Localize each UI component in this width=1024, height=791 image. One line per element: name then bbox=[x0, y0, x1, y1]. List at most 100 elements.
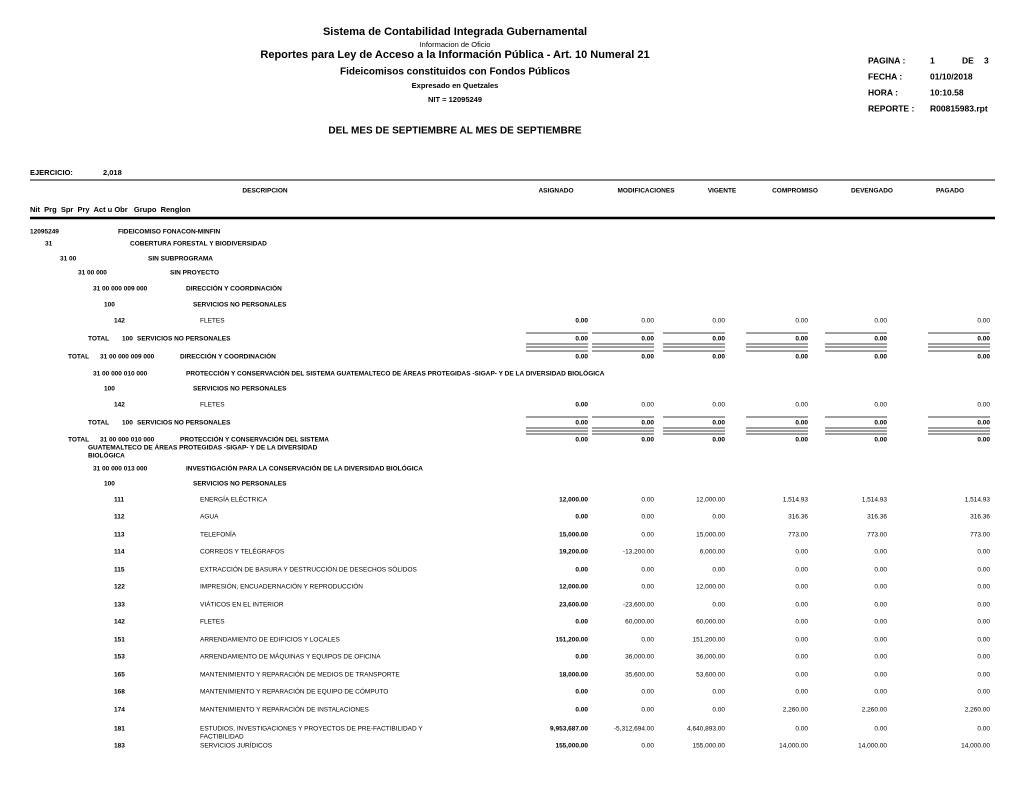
col-header: MODIFICACIONES bbox=[617, 188, 675, 195]
amount: 0.00 bbox=[712, 567, 725, 574]
row-code: 113 bbox=[114, 532, 125, 539]
amount: 0.00 bbox=[641, 354, 654, 361]
total-label: TOTAL bbox=[88, 420, 109, 427]
amount: 0.00 bbox=[795, 336, 808, 343]
amount: 0.00 bbox=[795, 726, 808, 733]
amount: 12,000.00 bbox=[696, 497, 725, 504]
page-count: 3 bbox=[984, 55, 989, 65]
amount: 14,000.00 bbox=[858, 743, 887, 750]
amount: 0.00 bbox=[641, 743, 654, 750]
amount: 4,640,893.00 bbox=[687, 726, 725, 733]
col-header: COMPROMISO bbox=[772, 188, 818, 195]
amount: 2,260.00 bbox=[783, 707, 809, 714]
row-description: SERVICIOS NO PERSONALES bbox=[193, 481, 287, 488]
row-code: 142 bbox=[114, 619, 125, 626]
amount: 0.00 bbox=[795, 420, 808, 427]
amount: 0.00 bbox=[712, 402, 725, 409]
row-code: 31 bbox=[45, 241, 53, 248]
row-description: MANTENIMIENTO Y REPARACIÓN DE INSTALACIO… bbox=[200, 705, 369, 714]
amount: 0.00 bbox=[977, 654, 990, 661]
amount: 0.00 bbox=[874, 437, 887, 444]
amount: 0.00 bbox=[575, 437, 588, 444]
row-code: 142 bbox=[114, 318, 125, 325]
amount: 0.00 bbox=[712, 420, 725, 427]
amount: 155,000.00 bbox=[555, 743, 588, 750]
row-description: SIN SUBPROGRAMA bbox=[148, 256, 213, 263]
row-description: FIDEICOMISO FONACON-MINFIN bbox=[118, 229, 220, 236]
amount: 0.00 bbox=[795, 602, 808, 609]
amount: 1,514.93 bbox=[783, 497, 809, 504]
row-description: BIOLÓGICA bbox=[88, 451, 125, 460]
page-label: PAGINA : bbox=[868, 55, 905, 65]
row-description: SIN PROYECTO bbox=[170, 270, 219, 277]
amount: 0.00 bbox=[874, 689, 887, 696]
amount: 15,000.00 bbox=[559, 532, 588, 539]
amount: 0.00 bbox=[795, 619, 808, 626]
amount: 35,600.00 bbox=[625, 672, 654, 679]
row-description: IMPRESIÓN, ENCUADERNACIÓN Y REPRODUCCIÓN bbox=[200, 582, 363, 591]
amount: 773.00 bbox=[788, 532, 808, 539]
amount: 0.00 bbox=[575, 318, 588, 325]
amount: 0.00 bbox=[575, 567, 588, 574]
amount: 0.00 bbox=[795, 549, 808, 556]
amount: 0.00 bbox=[977, 354, 990, 361]
row-description: EXTRACCIÓN DE BASURA Y DESTRUCCIÓN DE DE… bbox=[200, 565, 417, 574]
amount: 0.00 bbox=[874, 567, 887, 574]
row-code: 133 bbox=[114, 602, 125, 609]
row-description: PROTECCIÓN Y CONSERVACIÓN DEL SISTEMA bbox=[180, 435, 329, 444]
amount: 0.00 bbox=[977, 637, 990, 644]
row-code: 31 00 000 010 000 bbox=[93, 371, 148, 378]
row-description: GUATEMALTECO DE ÁREAS PROTEGIDAS -SIGAP-… bbox=[88, 443, 318, 452]
amount: 36,000.00 bbox=[696, 654, 725, 661]
row-description: FLETES bbox=[200, 318, 225, 325]
amount: -13,200.00 bbox=[623, 549, 654, 556]
amount: 1,514.93 bbox=[862, 497, 888, 504]
row-code: 12095249 bbox=[30, 229, 59, 236]
row-code: 31 00 000 010 000 bbox=[100, 437, 155, 444]
row-description: SERVICIOS NO PERSONALES bbox=[193, 302, 287, 309]
amount: 0.00 bbox=[874, 336, 887, 343]
amount: 0.00 bbox=[641, 420, 654, 427]
col-header: DEVENGADO bbox=[851, 188, 893, 195]
amount: 60,000.00 bbox=[625, 619, 654, 626]
amount: 0.00 bbox=[977, 402, 990, 409]
amount: 0.00 bbox=[712, 707, 725, 714]
amount: 0.00 bbox=[641, 689, 654, 696]
amount: 0.00 bbox=[874, 654, 887, 661]
row-description: FACTIBILIDAD bbox=[200, 734, 244, 741]
row-code: 100 bbox=[104, 302, 115, 309]
amount: 0.00 bbox=[874, 318, 887, 325]
amount: 0.00 bbox=[641, 707, 654, 714]
amount: 0.00 bbox=[874, 420, 887, 427]
row-description: TELEFONÍA bbox=[200, 530, 237, 539]
row-code: 151 bbox=[114, 637, 125, 644]
row-description: CORREOS Y TELÉGRAFOS bbox=[200, 547, 285, 556]
amount: -23,600.00 bbox=[623, 602, 654, 609]
row-code: 142 bbox=[114, 402, 125, 409]
amount: 0.00 bbox=[795, 437, 808, 444]
amount: 0.00 bbox=[874, 402, 887, 409]
amount: 151,200.00 bbox=[692, 637, 725, 644]
row-code: 181 bbox=[114, 726, 125, 733]
amount: 0.00 bbox=[641, 497, 654, 504]
amount: 773.00 bbox=[970, 532, 990, 539]
amount: 0.00 bbox=[795, 672, 808, 679]
row-description: DIRECCIÓN Y COORDINACIÓN bbox=[186, 284, 282, 293]
amount: 0.00 bbox=[977, 567, 990, 574]
row-code: 31 00 000 009 000 bbox=[100, 354, 155, 361]
amount: 0.00 bbox=[977, 336, 990, 343]
amount: 18,000.00 bbox=[559, 672, 588, 679]
amount: 0.00 bbox=[874, 602, 887, 609]
amount: 9,953,687.00 bbox=[550, 726, 588, 733]
row-code: 31 00 000 013 000 bbox=[93, 466, 148, 473]
col-header: ASIGNADO bbox=[538, 188, 573, 195]
row-code: 122 bbox=[114, 584, 125, 591]
amount: 0.00 bbox=[795, 354, 808, 361]
amount: 0.00 bbox=[874, 726, 887, 733]
amount: 0.00 bbox=[641, 402, 654, 409]
col-header: PAGADO bbox=[936, 188, 964, 195]
amount: 0.00 bbox=[641, 567, 654, 574]
period: DEL MES DE SEPTIEMBRE AL MES DE SEPTIEMB… bbox=[328, 126, 582, 137]
